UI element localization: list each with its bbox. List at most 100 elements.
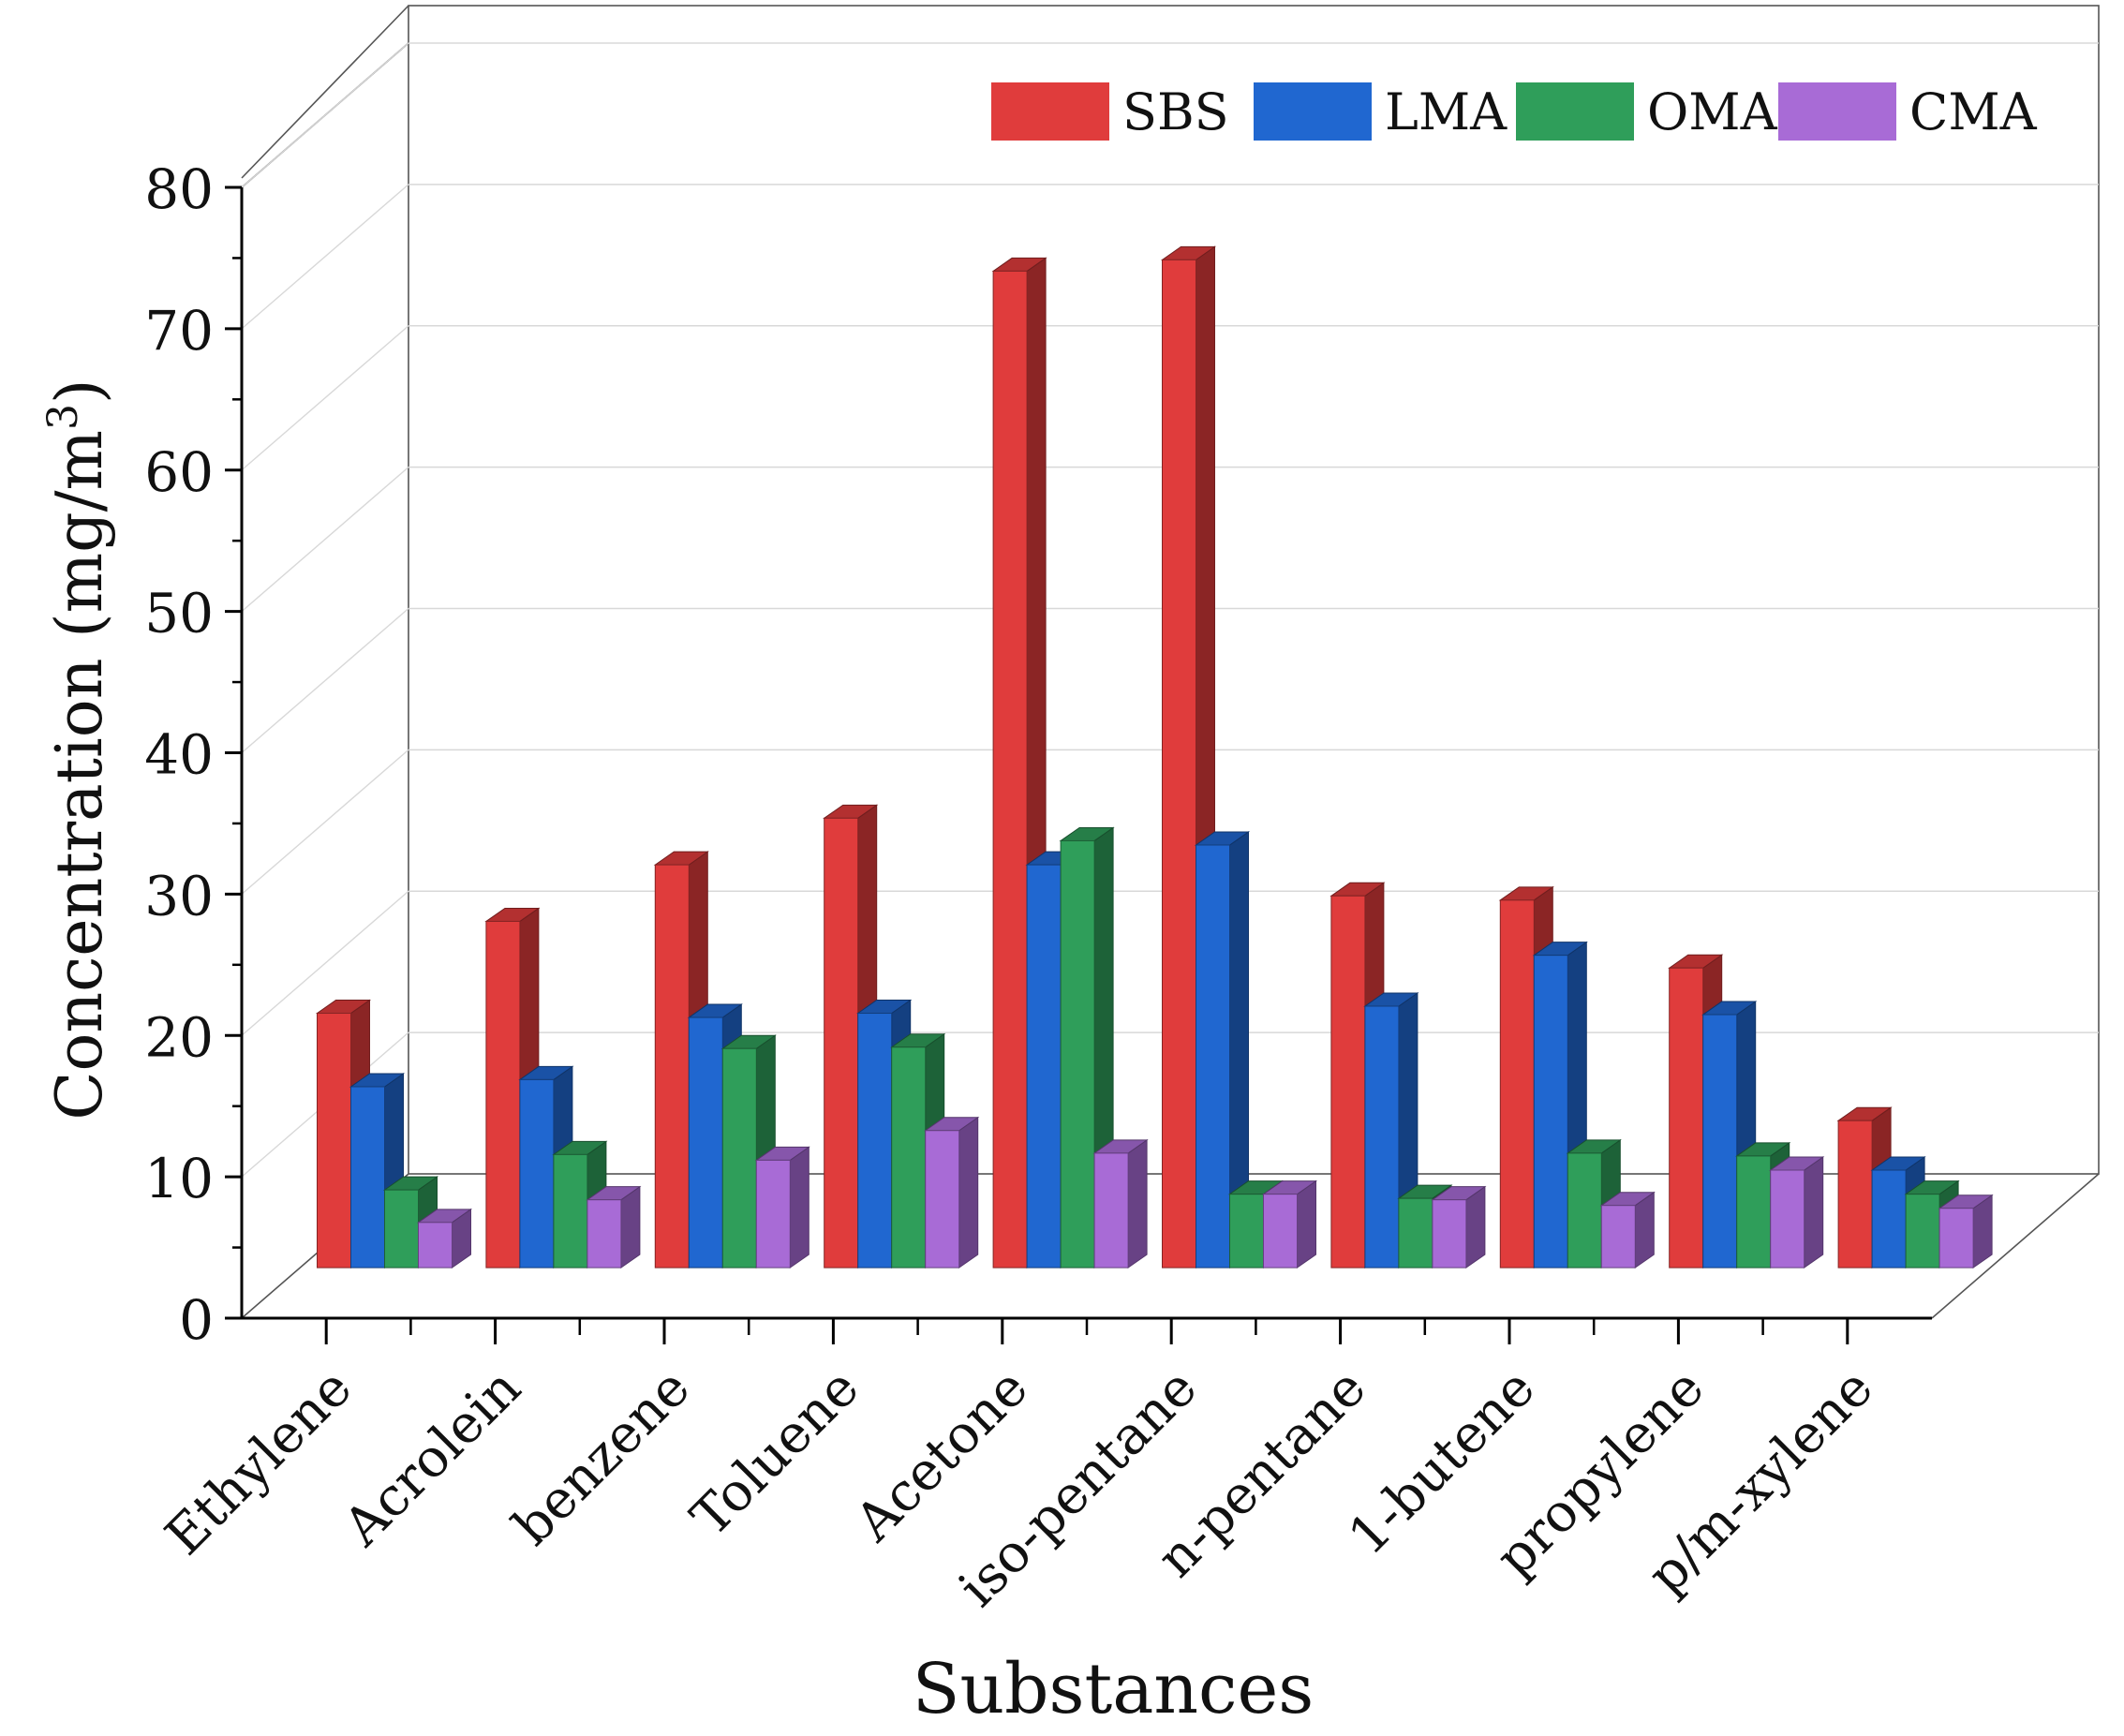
bar-front (1398, 1197, 1433, 1269)
x-tick-label: Ethylene (154, 1358, 364, 1567)
legend-item-oma: OMA (1516, 82, 1778, 141)
bar-front (1533, 955, 1568, 1269)
y-tick-label: 40 (144, 723, 214, 787)
y-tick-label: 0 (179, 1288, 214, 1352)
y-tick-label: 80 (144, 157, 214, 221)
y-axis-title-sup: 3 (39, 404, 87, 430)
back-wall (408, 5, 2100, 1175)
bar-side (1465, 1185, 1486, 1269)
bar-front (992, 270, 1028, 1269)
bar-front (1837, 1120, 1873, 1269)
bar-front (1263, 1194, 1298, 1269)
bar-front (1669, 967, 1704, 1269)
bar-front (1026, 864, 1062, 1269)
legend-swatch (1778, 82, 1896, 141)
y-axis-title: Concentration (mg/m3) (39, 378, 117, 1120)
bar-front (654, 864, 690, 1269)
bar-front (1600, 1205, 1636, 1269)
y-axis-title-main: Concentration (mg/m (43, 430, 117, 1120)
bar-lma (1363, 992, 1419, 1269)
gridline-side (241, 184, 409, 330)
legend-swatch (1254, 82, 1372, 141)
legend-swatch (1516, 82, 1634, 141)
x-tick-label: Toluene (680, 1358, 871, 1549)
bar-cma (416, 1208, 473, 1269)
legend-label: OMA (1647, 82, 1778, 141)
legend-item-lma: LMA (1254, 82, 1508, 141)
bar-front (688, 1016, 723, 1269)
gridline-side (241, 325, 409, 471)
legend-label: SBS (1122, 82, 1229, 141)
bar-front (891, 1046, 927, 1269)
bar-cma (1938, 1194, 1994, 1269)
bar-front (418, 1222, 453, 1269)
bar-front (1060, 839, 1095, 1269)
bar-front (1499, 899, 1535, 1269)
bar-front (553, 1153, 588, 1269)
y-axis-title-close: ) (43, 378, 117, 404)
x-axis-title: Substances (913, 1649, 1314, 1729)
legend-item-cma: CMA (1778, 82, 2038, 141)
bar-front (1736, 1155, 1772, 1269)
legend-item-sbs: SBS (991, 82, 1229, 141)
bars (315, 245, 1994, 1269)
bar-front (587, 1199, 622, 1269)
axis-labels: Substances Concentration (mg/m3) (39, 378, 1314, 1729)
y-tick-label: 70 (144, 299, 214, 363)
bar-cma (1599, 1191, 1656, 1269)
bar-oma (1566, 1138, 1622, 1269)
bar-sbs (653, 851, 709, 1269)
bar-front (1871, 1169, 1907, 1269)
legend-label: LMA (1385, 82, 1508, 141)
x-tick-label: Acrolein (332, 1358, 532, 1558)
x-tick-label: benzene (501, 1358, 701, 1557)
bar-lma (1194, 831, 1251, 1269)
bar-front (519, 1078, 555, 1269)
bar-front (1567, 1152, 1602, 1269)
side-outer-edge (241, 5, 409, 179)
gridline-side (241, 749, 409, 895)
bar-cma (1261, 1180, 1318, 1269)
bar-cma (1431, 1185, 1487, 1269)
gridline-side (241, 42, 409, 188)
bar-front (1093, 1152, 1129, 1269)
bar-front (755, 1159, 791, 1269)
floor-right-edge (1931, 1173, 2100, 1319)
bar-front (1229, 1194, 1264, 1269)
legend-swatch (991, 82, 1109, 141)
bar-cma (754, 1146, 810, 1269)
bar-side (789, 1146, 809, 1269)
bar-front (384, 1189, 419, 1269)
bar-front (1938, 1208, 1974, 1269)
bar-front (1905, 1194, 1940, 1269)
gridline-side (241, 467, 409, 613)
bar-front (485, 920, 521, 1269)
y-tick-label: 20 (144, 1005, 214, 1069)
bar-side (1127, 1138, 1148, 1269)
legend: SBS LMA OMA CMA (991, 82, 2038, 141)
bar-side (958, 1116, 979, 1269)
bar-front (1196, 844, 1230, 1269)
bar-front (721, 1047, 757, 1269)
bar-front (925, 1130, 960, 1269)
bar-side (620, 1185, 641, 1269)
y-tick-label: 30 (144, 864, 214, 927)
bar-front (857, 1013, 893, 1269)
gridline-side (241, 607, 409, 754)
bar-front (824, 817, 859, 1269)
bar-side (1297, 1180, 1316, 1269)
bar-front (350, 1086, 385, 1269)
bar-front (1330, 895, 1366, 1269)
bar-front (1702, 1014, 1738, 1269)
bar-cma (1769, 1156, 1825, 1269)
bar-cma (924, 1116, 980, 1269)
y-tick-label: 50 (144, 582, 214, 645)
y-tick-label: 60 (144, 440, 214, 504)
bar-front (1432, 1199, 1467, 1269)
y-tick-label: 10 (144, 1147, 214, 1210)
bar-front (1162, 259, 1196, 1269)
legend-label: CMA (1909, 82, 2038, 141)
bar-side (1804, 1156, 1824, 1269)
